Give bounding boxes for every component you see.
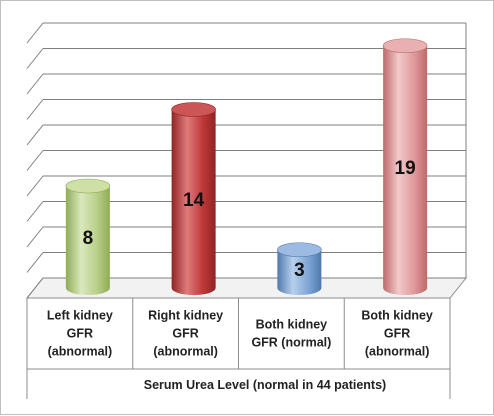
gridline-side bbox=[26, 277, 44, 299]
data-labels: 8 14 3 19 bbox=[83, 158, 416, 281]
category-label: Both kidney bbox=[256, 318, 328, 332]
category-label: Right kidney bbox=[148, 309, 223, 323]
gridline-side bbox=[26, 48, 44, 69]
bar-body bbox=[277, 249, 322, 295]
bar-4 bbox=[382, 38, 428, 295]
data-label: 3 bbox=[294, 260, 305, 281]
gridline-side bbox=[26, 150, 44, 171]
data-label: 19 bbox=[395, 158, 416, 179]
gridline-side bbox=[26, 175, 44, 197]
category-label: Both kidney bbox=[361, 309, 433, 323]
gridline-side bbox=[26, 226, 44, 248]
bars bbox=[65, 38, 428, 295]
bar-1 bbox=[65, 178, 111, 295]
data-label: 14 bbox=[183, 190, 205, 211]
category-table: Left kidney GFR (abnormal) Right kidney GFR (… bbox=[26, 298, 451, 399]
category-label: (abnormal) bbox=[153, 345, 218, 359]
category-label: GFR (normal) bbox=[251, 336, 331, 350]
bar-top bbox=[65, 178, 111, 194]
gridline-side bbox=[26, 73, 44, 95]
category-label: GFR bbox=[67, 327, 93, 341]
gridline-side bbox=[26, 124, 44, 146]
x-axis-label: Serum Urea Level (normal in 44 patients) bbox=[144, 378, 386, 392]
bar-body bbox=[171, 109, 216, 295]
category-label: GFR bbox=[384, 327, 410, 341]
bar-body bbox=[383, 45, 428, 295]
bar-top bbox=[277, 242, 322, 258]
gridline-side bbox=[26, 201, 44, 222]
category-label: (abnormal) bbox=[365, 345, 430, 359]
bar-top bbox=[382, 38, 428, 54]
bar-2 bbox=[171, 102, 216, 295]
bar-3 bbox=[277, 242, 322, 295]
data-label: 8 bbox=[83, 228, 94, 249]
category-label: (abnormal) bbox=[48, 345, 113, 359]
gridline-side bbox=[26, 22, 44, 44]
gridline-side bbox=[26, 252, 44, 273]
bar-top bbox=[171, 102, 216, 117]
category-label: Left kidney bbox=[47, 309, 113, 323]
gridline-side bbox=[26, 99, 44, 120]
category-label: GFR bbox=[172, 327, 198, 341]
bar-body bbox=[65, 186, 110, 295]
